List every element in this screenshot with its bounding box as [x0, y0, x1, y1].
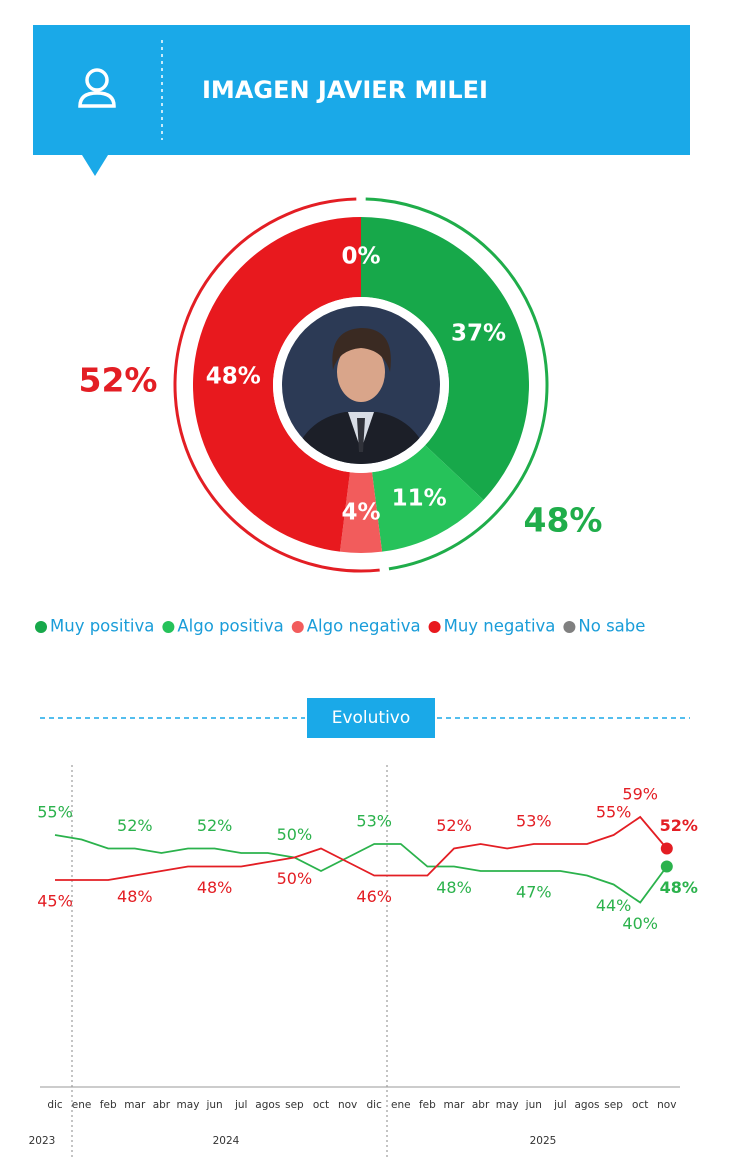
segment-label: 37% — [451, 321, 506, 347]
donut-segment — [192, 217, 361, 552]
x-tick-label: jul — [553, 1099, 567, 1111]
data-label: 50% — [277, 825, 313, 844]
data-label: 53% — [516, 812, 552, 831]
donut-segment — [361, 217, 529, 501]
section-title: Evolutivo — [332, 708, 411, 728]
end-point — [660, 842, 673, 855]
data-label: 52% — [117, 816, 153, 835]
data-label: 48% — [117, 887, 153, 906]
x-tick-label: feb — [419, 1099, 436, 1111]
total-ring — [173, 197, 380, 573]
x-tick-label: abr — [472, 1099, 490, 1111]
data-label: 52% — [436, 816, 472, 835]
legend-label: No sabe — [578, 617, 645, 636]
x-tick-label: abr — [153, 1099, 171, 1111]
person-icon — [78, 68, 116, 108]
x-tick-label: dic — [367, 1099, 383, 1111]
donut-segment — [372, 445, 484, 552]
x-tick-label: sep — [285, 1099, 304, 1111]
end-point — [660, 860, 673, 873]
segment-label: 4% — [341, 500, 380, 526]
x-tick-label: ene — [391, 1099, 411, 1111]
legend-label: Algo negativa — [307, 617, 421, 636]
x-tick-label: may — [496, 1099, 519, 1111]
header-pointer — [82, 155, 108, 176]
x-tick-label: jun — [525, 1099, 542, 1111]
data-label: 55% — [37, 803, 73, 822]
x-tick-label: jun — [205, 1099, 222, 1111]
x-tick-label: jul — [234, 1099, 248, 1111]
x-tick-label: ene — [72, 1099, 92, 1111]
section-tab — [307, 698, 435, 738]
legend-marker — [291, 621, 304, 633]
photo — [282, 306, 440, 464]
year-label: 2024 — [213, 1135, 240, 1147]
x-tick-label: oct — [632, 1099, 648, 1111]
year-label: 2025 — [530, 1135, 557, 1147]
data-label: 45% — [37, 892, 73, 911]
total-label: 48% — [524, 501, 603, 540]
data-label: 52% — [197, 816, 233, 835]
x-tick-label: may — [177, 1099, 200, 1111]
x-tick-label: mar — [444, 1099, 466, 1111]
data-label: 53% — [356, 812, 392, 831]
x-tick-label: agos — [575, 1099, 600, 1111]
donut-segment — [339, 472, 383, 554]
data-label: 55% — [596, 803, 632, 822]
segment-label: 0% — [341, 244, 380, 270]
legend-label: Muy negativa — [444, 617, 556, 636]
legend-marker — [35, 621, 47, 633]
data-label: 44% — [596, 896, 632, 915]
header-title: IMAGEN JAVIER MILEI — [202, 76, 488, 104]
legend-marker — [162, 621, 175, 633]
data-label: 40% — [622, 914, 658, 933]
segment-label: 11% — [392, 486, 447, 512]
legend-marker — [428, 621, 441, 633]
data-label: 48% — [660, 878, 698, 897]
data-label: 52% — [660, 816, 698, 835]
header-bar — [33, 25, 690, 155]
x-tick-label: agos — [255, 1099, 280, 1111]
series-line — [54, 834, 668, 904]
data-label: 59% — [622, 785, 658, 804]
x-tick-label: mar — [124, 1099, 146, 1111]
legend-marker — [563, 621, 576, 633]
legend-label: Algo positiva — [177, 617, 283, 636]
segment-label: 48% — [206, 363, 261, 389]
x-tick-label: dic — [47, 1099, 63, 1111]
series-line — [55, 815, 668, 881]
data-label: 46% — [356, 887, 392, 906]
data-label: 47% — [516, 883, 552, 902]
x-tick-label: sep — [604, 1099, 623, 1111]
x-tick-label: nov — [657, 1099, 676, 1111]
total-ring — [365, 197, 549, 571]
x-tick-label: oct — [313, 1099, 329, 1111]
year-label: 2023 — [29, 1135, 56, 1147]
legend-label: Muy positiva — [50, 617, 154, 636]
x-tick-label: feb — [100, 1099, 117, 1111]
data-label: 50% — [277, 869, 313, 888]
data-label: 48% — [197, 878, 233, 897]
data-label: 48% — [436, 878, 472, 897]
total-label: 52% — [79, 361, 158, 400]
x-tick-label: nov — [338, 1099, 357, 1111]
